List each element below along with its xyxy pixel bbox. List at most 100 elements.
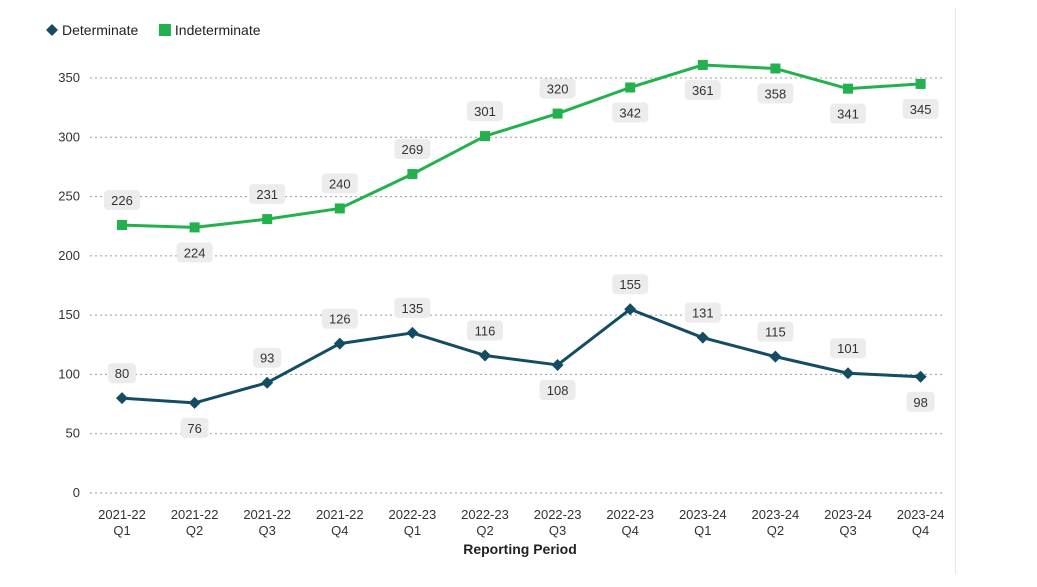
data-point-determinate (116, 392, 128, 405)
data-label-box (249, 184, 286, 205)
data-point-determinate (188, 396, 201, 409)
data-label-box (394, 297, 431, 318)
data-label-box (253, 347, 282, 368)
data-label-box (684, 302, 721, 323)
data-label-box (467, 101, 503, 122)
x-tick-label-year: 2022-23 (606, 507, 654, 522)
x-tick-label-quarter: Q3 (259, 523, 276, 538)
data-point-determinate (479, 349, 491, 362)
x-tick-label-quarter: Q4 (622, 523, 639, 538)
data-label-indeterminate: 301 (474, 104, 496, 119)
legend-label-indeterminate: Indeterminate (175, 22, 261, 38)
data-point-determinate (261, 376, 274, 389)
data-label-box (104, 190, 140, 211)
y-tick-label: 350 (58, 70, 80, 85)
data-label-box (902, 98, 939, 119)
legend-label-determinate: Determinate (62, 22, 138, 38)
x-tick-label-quarter: Q1 (113, 523, 130, 538)
x-tick-label-year: 2023-24 (824, 507, 872, 522)
data-label-box (394, 139, 431, 160)
x-tick-label-quarter: Q2 (767, 523, 784, 538)
data-label-box (757, 83, 794, 104)
x-tick-label-quarter: Q3 (839, 523, 856, 538)
data-point-indeterminate (334, 203, 345, 214)
x-tick-label-quarter: Q4 (912, 523, 929, 538)
y-tick-label: 150 (58, 307, 80, 322)
data-label-determinate: 101 (837, 341, 859, 356)
data-point-indeterminate (915, 78, 926, 89)
data-point-determinate (624, 303, 637, 316)
y-tick-label: 100 (58, 366, 80, 381)
data-label-determinate: 108 (547, 383, 569, 398)
data-label-box (757, 321, 794, 342)
data-point-determinate (333, 337, 346, 350)
data-label-indeterminate: 345 (910, 102, 932, 117)
data-point-indeterminate (625, 82, 636, 93)
data-point-indeterminate (117, 220, 127, 231)
x-tick-label-year: 2021-22 (98, 507, 146, 522)
data-label-indeterminate: 269 (402, 142, 424, 157)
data-label-determinate: 116 (475, 323, 496, 338)
data-label-box (176, 242, 213, 263)
data-label-indeterminate: 342 (619, 105, 641, 120)
data-label-indeterminate: 231 (256, 187, 278, 202)
legend-marker-determinate (46, 24, 58, 36)
frame-divider (955, 8, 956, 574)
data-label-determinate: 98 (913, 395, 927, 410)
data-point-indeterminate (552, 108, 563, 119)
x-tick-label-year: 2021-22 (171, 507, 219, 522)
data-point-determinate (406, 326, 419, 339)
y-tick-label: 50 (66, 426, 80, 441)
data-label-indeterminate: 361 (692, 83, 714, 98)
legend: Determinate Indeterminate (46, 22, 261, 38)
x-tick-label-year: 2021-22 (243, 507, 291, 522)
data-label-box (180, 417, 209, 438)
data-point-indeterminate (407, 169, 418, 180)
data-label-indeterminate: 226 (111, 193, 133, 208)
y-tick-label: 200 (58, 248, 80, 263)
x-tick-label-quarter: Q2 (476, 523, 493, 538)
data-point-determinate (696, 331, 709, 344)
data-point-determinate (769, 350, 782, 363)
x-tick-label-quarter: Q4 (331, 523, 348, 538)
legend-marker-indeterminate (158, 24, 171, 36)
data-point-indeterminate (189, 222, 200, 233)
data-point-indeterminate (480, 131, 490, 142)
x-tick-label-quarter: Q1 (694, 523, 711, 538)
data-labels: 80 76 93 126 135 116 108 155 131 115 101 98 226 224 23… (104, 78, 939, 438)
x-tick-label-quarter: Q2 (186, 523, 203, 538)
axes: 0501001502002503003502021-22Q12021-22Q22… (58, 70, 944, 538)
series-line-determinate (121, 307, 921, 405)
data-label-box (108, 363, 136, 384)
x-tick-label-year: 2023-24 (679, 507, 727, 522)
data-point-indeterminate (843, 83, 853, 94)
data-point-determinate (914, 370, 927, 383)
data-label-determinate: 93 (260, 351, 274, 366)
data-label-determinate: 155 (619, 277, 641, 292)
data-label-indeterminate: 320 (547, 82, 569, 97)
series (116, 59, 927, 409)
data-label-box (321, 308, 358, 329)
data-label-box (612, 274, 649, 295)
y-tick-label: 250 (58, 189, 80, 204)
data-label-box (539, 379, 576, 400)
data-label-indeterminate: 341 (837, 107, 859, 122)
data-label-indeterminate: 240 (329, 176, 351, 191)
data-point-indeterminate (770, 63, 781, 74)
data-label-box (830, 338, 866, 359)
data-label-indeterminate: 224 (184, 245, 206, 260)
data-label-box (684, 79, 721, 100)
x-tick-label-year: 2023-24 (752, 507, 800, 522)
gridlines (90, 77, 945, 494)
x-tick-label-year: 2022-23 (389, 507, 437, 522)
data-label-box (321, 173, 358, 194)
data-label-box (612, 102, 649, 123)
data-label-box (906, 391, 935, 412)
x-tick-label-year: 2023-24 (897, 507, 945, 522)
series-line-indeterminate (121, 63, 921, 229)
x-tick-label-quarter: Q3 (549, 523, 566, 538)
data-label-indeterminate: 358 (765, 87, 787, 102)
x-axis-title: Reporting Period (463, 541, 577, 557)
data-point-indeterminate (262, 214, 273, 225)
